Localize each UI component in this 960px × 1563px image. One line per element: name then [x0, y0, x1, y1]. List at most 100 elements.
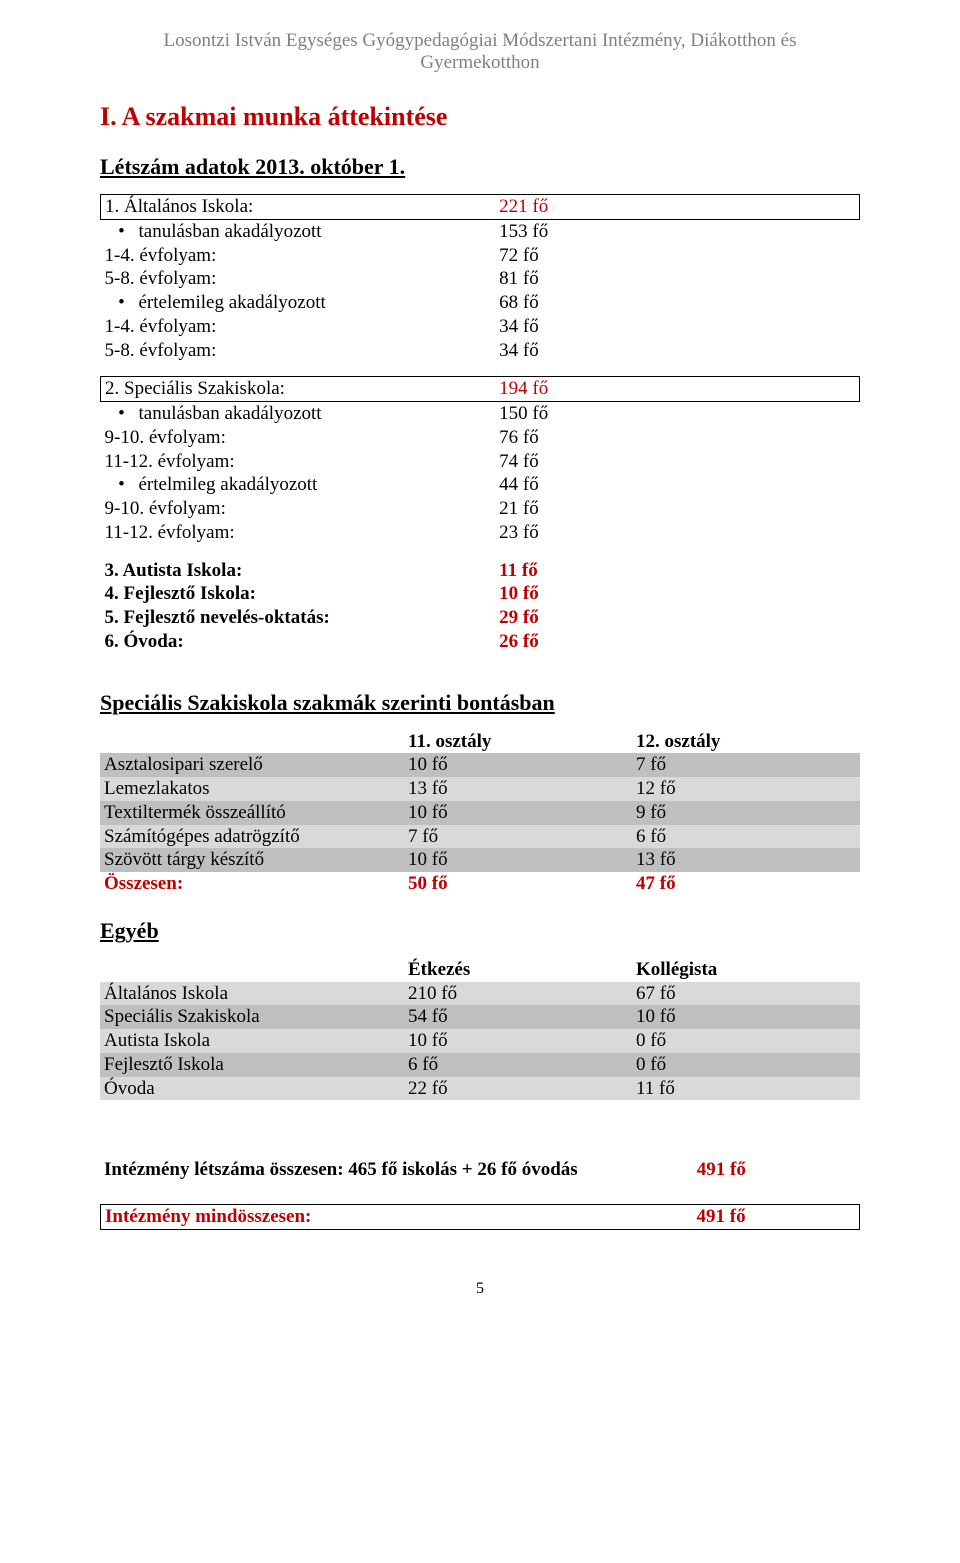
row-label: 9-10. évfolyam: [101, 426, 496, 450]
row-label: 5. Fejlesztő nevelés-oktatás: [101, 606, 496, 630]
other-table: Étkezés Kollégista Általános Iskola210 f… [100, 958, 860, 1101]
row-label: Asztalosipari szerelő [100, 753, 404, 777]
row-value: 221 fő [495, 195, 677, 220]
row-c2: 11 fő [632, 1077, 860, 1101]
summary1-label: Intézmény létszáma összesen: 465 fő isko… [100, 1158, 693, 1182]
total-c2: 47 fő [632, 872, 860, 896]
row-c1: 10 fő [404, 801, 632, 825]
row-label: •tanulásban akadályozott [101, 219, 496, 243]
row-c2: 13 fő [632, 848, 860, 872]
summary1-value: 491 fő [693, 1158, 860, 1182]
table-row: Általános Iskola210 fő67 fő [100, 982, 860, 1006]
row-c2: 12 fő [632, 777, 860, 801]
col-header: Kollégista [632, 958, 860, 982]
row-c2: 0 fő [632, 1053, 860, 1077]
row-c2: 6 fő [632, 825, 860, 849]
row-value: 150 fő [495, 402, 677, 426]
row-c2: 7 fő [632, 753, 860, 777]
summary2-label: Intézmény mindösszesen: [101, 1205, 693, 1230]
main-title: I. A szakmai munka áttekintése [100, 102, 860, 132]
row-label: 11-12. évfolyam: [101, 450, 496, 474]
row-value: 81 fő [495, 267, 677, 291]
row-c1: 10 fő [404, 1029, 632, 1053]
row-label: Lemezlakatos [100, 777, 404, 801]
row-label: 5-8. évfolyam: [101, 339, 496, 363]
row-value: 11 fő [495, 559, 677, 583]
summary1: Intézmény létszáma összesen: 465 fő isko… [100, 1158, 860, 1182]
table-row: Speciális Szakiskola54 fő10 fő [100, 1005, 860, 1029]
section3-title: Egyéb [100, 918, 860, 944]
row-label: 4. Fejlesztő Iskola: [101, 582, 496, 606]
header-line2: Gyermekotthon [100, 52, 860, 74]
row-c2: 9 fő [632, 801, 860, 825]
table-row: Számítógépes adatrögzítő7 fő6 fő [100, 825, 860, 849]
row-c1: 22 fő [404, 1077, 632, 1101]
trades-table: 11. osztály 12. osztály Asztalosipari sz… [100, 730, 860, 896]
row-c1: 13 fő [404, 777, 632, 801]
row-label: •tanulásban akadályozott [101, 402, 496, 426]
row-pad [677, 195, 859, 220]
row-value: 26 fő [495, 630, 677, 654]
table-row: Asztalosipari szerelő10 fő7 fő [100, 753, 860, 777]
row-label: Speciális Szakiskola [100, 1005, 404, 1029]
row-value: 153 fő [495, 219, 677, 243]
row-value: 44 fő [495, 473, 677, 497]
summary2-box: Intézmény mindösszesen: 491 fő [100, 1204, 860, 1230]
row-label: 1-4. évfolyam: [101, 315, 496, 339]
row-value: 72 fő [495, 244, 677, 268]
row-value: 74 fő [495, 450, 677, 474]
col-header: 12. osztály [632, 730, 860, 754]
row-c1: 10 fő [404, 848, 632, 872]
page-number: 5 [100, 1280, 860, 1298]
total-label: Összesen: [100, 872, 404, 896]
row-c1: 10 fő [404, 753, 632, 777]
row-c2: 67 fő [632, 982, 860, 1006]
row-c1: 7 fő [404, 825, 632, 849]
row-label: 2. Speciális Szakiskola: [101, 377, 496, 402]
table-row: Szövött tárgy készítő10 fő13 fő [100, 848, 860, 872]
headcount-table: 1. Általános Iskola: 221 fő •tanulásban … [100, 194, 860, 654]
row-c1: 210 fő [404, 982, 632, 1006]
col-header: Étkezés [404, 958, 632, 982]
row-value: 194 fő [495, 377, 677, 402]
row-label: 5-8. évfolyam: [101, 267, 496, 291]
row-value: 23 fő [495, 521, 677, 545]
row-label: Autista Iskola [100, 1029, 404, 1053]
row-value: 68 fő [495, 291, 677, 315]
section2-title: Speciális Szakiskola szakmák szerinti bo… [100, 690, 860, 716]
row-label: 6. Óvoda: [101, 630, 496, 654]
row-value: 29 fő [495, 606, 677, 630]
row-c1: 6 fő [404, 1053, 632, 1077]
row-label: •értelmileg akadályozott [101, 473, 496, 497]
row-value: 76 fő [495, 426, 677, 450]
page-header: Losontzi István Egységes Gyógypedagógiai… [100, 30, 860, 74]
row-value: 10 fő [495, 582, 677, 606]
row-label: •értelemileg akadályozott [101, 291, 496, 315]
row-value: 34 fő [495, 339, 677, 363]
row-label: 1. Általános Iskola: [101, 195, 496, 220]
row-label: Számítógépes adatrögzítő [100, 825, 404, 849]
row-label: Szövött tárgy készítő [100, 848, 404, 872]
row-label: 9-10. évfolyam: [101, 497, 496, 521]
row-value: 21 fő [495, 497, 677, 521]
row-label: Textiltermék összeállító [100, 801, 404, 825]
row-label: 1-4. évfolyam: [101, 244, 496, 268]
row-c1: 54 fő [404, 1005, 632, 1029]
col-header: 11. osztály [404, 730, 632, 754]
row-value: 34 fő [495, 315, 677, 339]
row-label: 3. Autista Iskola: [101, 559, 496, 583]
section1-title: Létszám adatok 2013. október 1. [100, 154, 860, 180]
table-row: Textiltermék összeállító10 fő9 fő [100, 801, 860, 825]
page: Losontzi István Egységes Gyógypedagógiai… [0, 0, 960, 1328]
table-row: Óvoda22 fő11 fő [100, 1077, 860, 1101]
row-label: Óvoda [100, 1077, 404, 1101]
row-c2: 10 fő [632, 1005, 860, 1029]
table-row: Lemezlakatos13 fő12 fő [100, 777, 860, 801]
total-c1: 50 fő [404, 872, 632, 896]
summary2-value: 491 fő [693, 1205, 860, 1230]
header-line1: Losontzi István Egységes Gyógypedagógiai… [100, 30, 860, 52]
row-c2: 0 fő [632, 1029, 860, 1053]
row-label: 11-12. évfolyam: [101, 521, 496, 545]
table-row: Autista Iskola10 fő0 fő [100, 1029, 860, 1053]
table-row: Fejlesztő Iskola6 fő0 fő [100, 1053, 860, 1077]
